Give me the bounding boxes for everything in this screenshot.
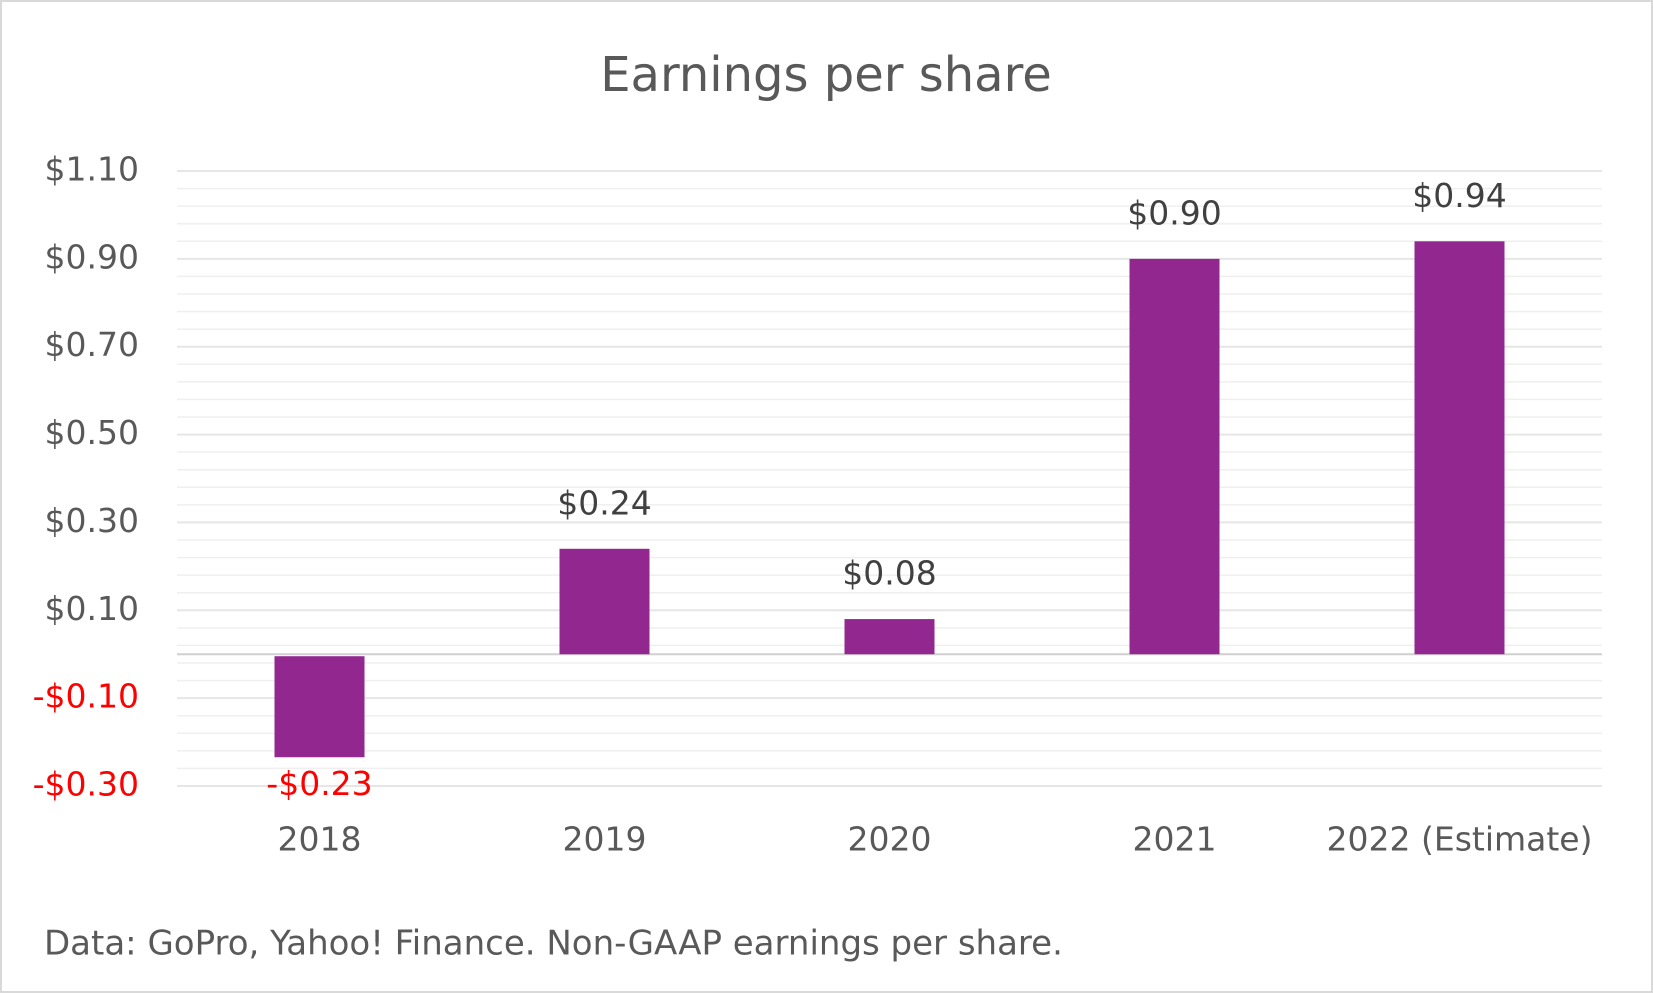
data-label: $0.90 [1127,193,1221,232]
data-label: -$0.23 [266,764,372,803]
source-note: Data: GoPro, Yahoo! Finance. Non-GAAP ea… [44,924,1063,964]
x-tick-label: 2019 [563,820,647,859]
bar [844,619,935,655]
bar [274,656,365,758]
chart-title: Earnings per share [600,47,1052,103]
bar [1414,241,1505,655]
y-tick-label: $0.70 [45,325,139,364]
data-label: $0.08 [842,554,936,593]
y-tick-label: $0.30 [45,501,139,540]
y-tick-label: $0.90 [45,237,139,276]
bar [559,548,650,655]
y-tick-label: -$0.10 [33,677,139,716]
y-tick-label: $0.50 [45,413,139,452]
x-tick-label: 2020 [848,820,932,859]
bar [1129,258,1220,655]
data-label: $0.24 [557,483,651,522]
x-tick-label: 2018 [278,820,362,859]
x-tick-label: 2022 (Estimate) [1327,820,1593,859]
y-tick-label: $0.10 [45,589,139,628]
data-label: $0.94 [1412,176,1506,215]
x-tick-label: 2021 [1133,820,1217,859]
y-tick-label: $1.10 [45,150,139,189]
y-tick-label: -$0.30 [33,765,139,804]
